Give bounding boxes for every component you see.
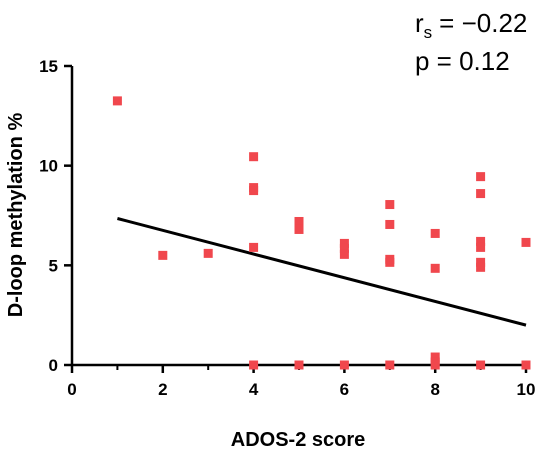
data-point [339, 243, 349, 253]
y-tick-label-10: 10 [39, 157, 58, 176]
data-point [249, 360, 259, 370]
data-point [249, 186, 259, 196]
data-point [476, 257, 486, 267]
data-point [385, 360, 395, 370]
x-tick-label-6: 6 [340, 380, 349, 399]
x-tick-label-4: 4 [249, 380, 259, 399]
data-point [385, 219, 395, 229]
p-value-stat: p = 0.12 [415, 46, 510, 76]
data-point [430, 263, 440, 273]
data-point [294, 360, 304, 370]
x-tick-label-0: 0 [67, 380, 76, 399]
data-point [476, 262, 486, 272]
data-points [112, 96, 531, 370]
data-point [476, 360, 486, 370]
data-point [203, 248, 213, 258]
data-point [476, 172, 486, 182]
data-point [249, 152, 259, 162]
y-tick-label-15: 15 [39, 57, 58, 76]
x-tick-label-2: 2 [158, 380, 167, 399]
regression-line [117, 217, 527, 327]
data-point [521, 360, 531, 370]
correlation-r-subscript: s [424, 23, 433, 42]
data-point [339, 249, 349, 259]
data-point [385, 200, 395, 210]
data-point [112, 96, 122, 106]
correlation-r-label: r [415, 8, 424, 38]
data-point [521, 237, 531, 247]
data-point [430, 352, 440, 362]
data-point [430, 228, 440, 238]
data-point [476, 189, 486, 199]
regression-line-group [117, 217, 527, 327]
data-point [339, 360, 349, 370]
correlation-r-value: = −0.22 [439, 8, 527, 38]
correlation-stat: rs = −0.22 [415, 8, 527, 42]
data-point [476, 242, 486, 252]
data-point [430, 360, 440, 370]
data-point [476, 236, 486, 246]
data-point [294, 216, 304, 226]
data-point [158, 250, 168, 260]
data-point [249, 242, 259, 252]
x-axis-title: ADOS-2 score [231, 429, 366, 451]
y-axis-title: D-loop methylation % [5, 113, 27, 318]
data-point [339, 238, 349, 248]
x-tick-label-8: 8 [430, 380, 439, 399]
data-point [294, 224, 304, 234]
y-tick-label-0: 0 [49, 356, 58, 375]
x-tick-label-10: 10 [517, 380, 536, 399]
y-tick-label-5: 5 [49, 256, 58, 275]
data-point [385, 257, 395, 267]
axes: 0 2 4 6 8 10 0 5 10 15 [39, 57, 535, 399]
